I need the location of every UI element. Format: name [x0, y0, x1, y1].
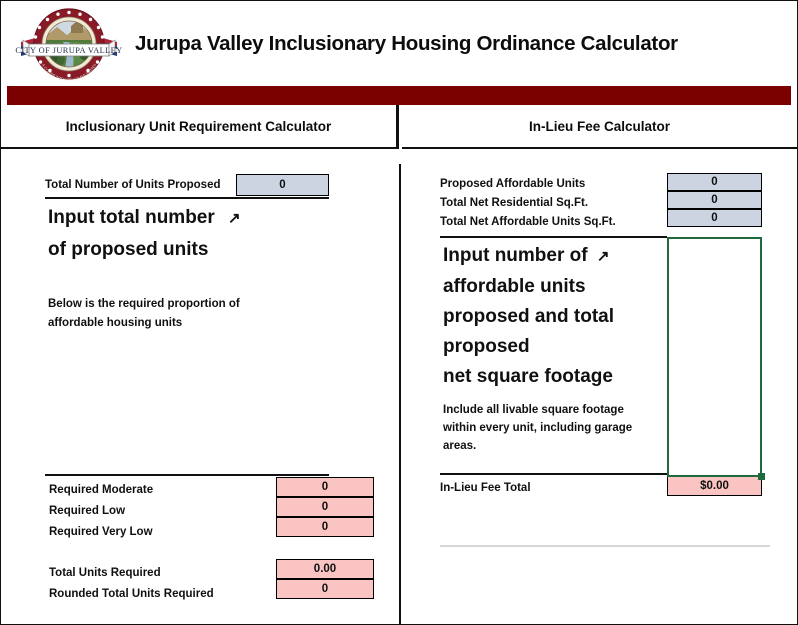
output-required-moderate: 0	[276, 477, 374, 497]
instruction-input-affordable-units: Input number of ↗ affordable units propo…	[443, 241, 673, 392]
divider-under-right-inputs	[440, 236, 667, 238]
row-label: Required Low	[49, 504, 126, 517]
note-line-2: within every unit, including garage	[443, 422, 633, 434]
city-seal-icon: CITY OF JURUPA VALLEY A COMMUNITY OF COM…	[15, 7, 122, 82]
instruction-line-1: Input total number	[48, 207, 215, 228]
row-proposed-affordable-units: Proposed Affordable Units	[440, 174, 780, 193]
output-rounded-total-units-required: 0	[276, 579, 374, 599]
panel-divider	[399, 164, 401, 624]
section-header-band: Inclusionary Unit Requirement Calculator…	[1, 105, 797, 149]
table-row-rounded-total-units-required: Rounded Total Units Required	[49, 583, 379, 604]
tab-label: Inclusionary Unit Requirement Calculator	[65, 118, 332, 134]
city-seal-logo: CITY OF JURUPA VALLEY A COMMUNITY OF COM…	[9, 5, 129, 83]
accent-bar	[7, 86, 791, 105]
note-line-3: areas.	[443, 440, 477, 452]
row-label: Required Very Low	[49, 525, 153, 538]
note-line-1: Include all livable square footage	[443, 404, 624, 416]
row-label: Total Net Residential Sq.Ft.	[440, 196, 589, 209]
output-required-very-low: 0	[276, 517, 374, 537]
tab-in-lieu-fee-calculator[interactable]: In-Lieu Fee Calculator	[402, 105, 797, 149]
table-row-required-very-low: Required Very Low	[49, 521, 379, 542]
selection-box[interactable]	[667, 237, 762, 477]
output-value: 0	[321, 481, 329, 493]
table-row-required-low: Required Low	[49, 500, 379, 521]
output-required-low: 0	[276, 497, 374, 517]
note-line-2: affordable housing units	[48, 317, 183, 329]
instruction-line-2: affordable units	[443, 276, 586, 297]
row-in-lieu-fee-total: In-Lieu Fee Total	[440, 477, 780, 498]
table-row-total-units-required: Total Units Required	[49, 562, 379, 583]
row-total-net-affordable-units-sqft: Total Net Affordable Units Sq.Ft.	[440, 212, 780, 231]
note-line-1: Below is the required proportion of	[48, 298, 240, 310]
input-total-net-residential-sqft[interactable]: 0	[667, 191, 762, 209]
instruction-line-4: proposed	[443, 336, 530, 357]
instruction-line-1: Input number of	[443, 245, 588, 266]
input-value: 0	[711, 176, 718, 188]
row-label: Total Net Affordable Units Sq.Ft.	[440, 215, 616, 228]
seal-banner-text: CITY OF JURUPA VALLEY	[15, 46, 122, 55]
output-value: 0	[321, 501, 329, 513]
instruction-input-total-units: Input total number ↗ of proposed units	[48, 202, 348, 265]
divider-above-requirements	[45, 474, 329, 476]
output-in-lieu-fee-total: $0.00	[667, 475, 762, 496]
inclusionary-unit-requirement-panel: Total Number of Units Proposed 0 Input t…	[1, 149, 399, 624]
output-value: 0	[321, 521, 329, 533]
output-value: 0.00	[313, 563, 337, 575]
table-row-required-moderate: Required Moderate	[49, 479, 379, 500]
instruction-line-5: net square footage	[443, 366, 613, 387]
row-total-net-residential-sqft: Total Net Residential Sq.Ft.	[440, 193, 780, 212]
row-label: Total Number of Units Proposed	[45, 179, 221, 191]
note-livable-square-footage: Include all livable square footage withi…	[443, 401, 678, 455]
row-label: Required Moderate	[49, 483, 154, 496]
arrow-up-right-icon: ↗	[596, 248, 610, 265]
in-lieu-fee-panel: Proposed Affordable Units 0 Total Net Re…	[402, 149, 797, 624]
row-label: In-Lieu Fee Total	[440, 481, 531, 494]
instruction-line-3: proposed and total	[443, 306, 614, 327]
row-label: Rounded Total Units Required	[49, 587, 214, 600]
arrow-up-right-icon: ↗	[228, 210, 241, 227]
row-total-units-proposed: Total Number of Units Proposed	[45, 174, 375, 196]
tab-label: In-Lieu Fee Calculator	[528, 118, 671, 134]
divider-faint-bottom	[440, 545, 770, 547]
input-value: 0	[711, 212, 718, 224]
output-total-units-required: 0.00	[276, 559, 374, 579]
app-header: CITY OF JURUPA VALLEY A COMMUNITY OF COM…	[1, 1, 797, 86]
input-value: 0	[711, 194, 718, 206]
row-label: Total Units Required	[49, 566, 161, 579]
input-total-units-proposed[interactable]: 0	[236, 174, 329, 196]
selection-fill-handle[interactable]	[758, 473, 765, 480]
input-proposed-affordable-units[interactable]: 0	[667, 173, 762, 191]
divider-above-in-lieu-total	[440, 473, 667, 475]
input-value: 0	[279, 179, 286, 191]
page-title: Jurupa Valley Inclusionary Housing Ordin…	[135, 31, 678, 55]
instruction-line-2: of proposed units	[48, 239, 209, 260]
row-label: Proposed Affordable Units	[440, 177, 586, 190]
note-required-proportion: Below is the required proportion of affo…	[48, 295, 348, 333]
output-value: 0	[321, 583, 329, 595]
tab-inclusionary-unit-requirement-calculator[interactable]: Inclusionary Unit Requirement Calculator	[1, 105, 399, 149]
divider-under-input-row	[45, 197, 329, 199]
input-total-net-affordable-units-sqft[interactable]: 0	[667, 209, 762, 227]
output-value: $0.00	[700, 479, 729, 492]
